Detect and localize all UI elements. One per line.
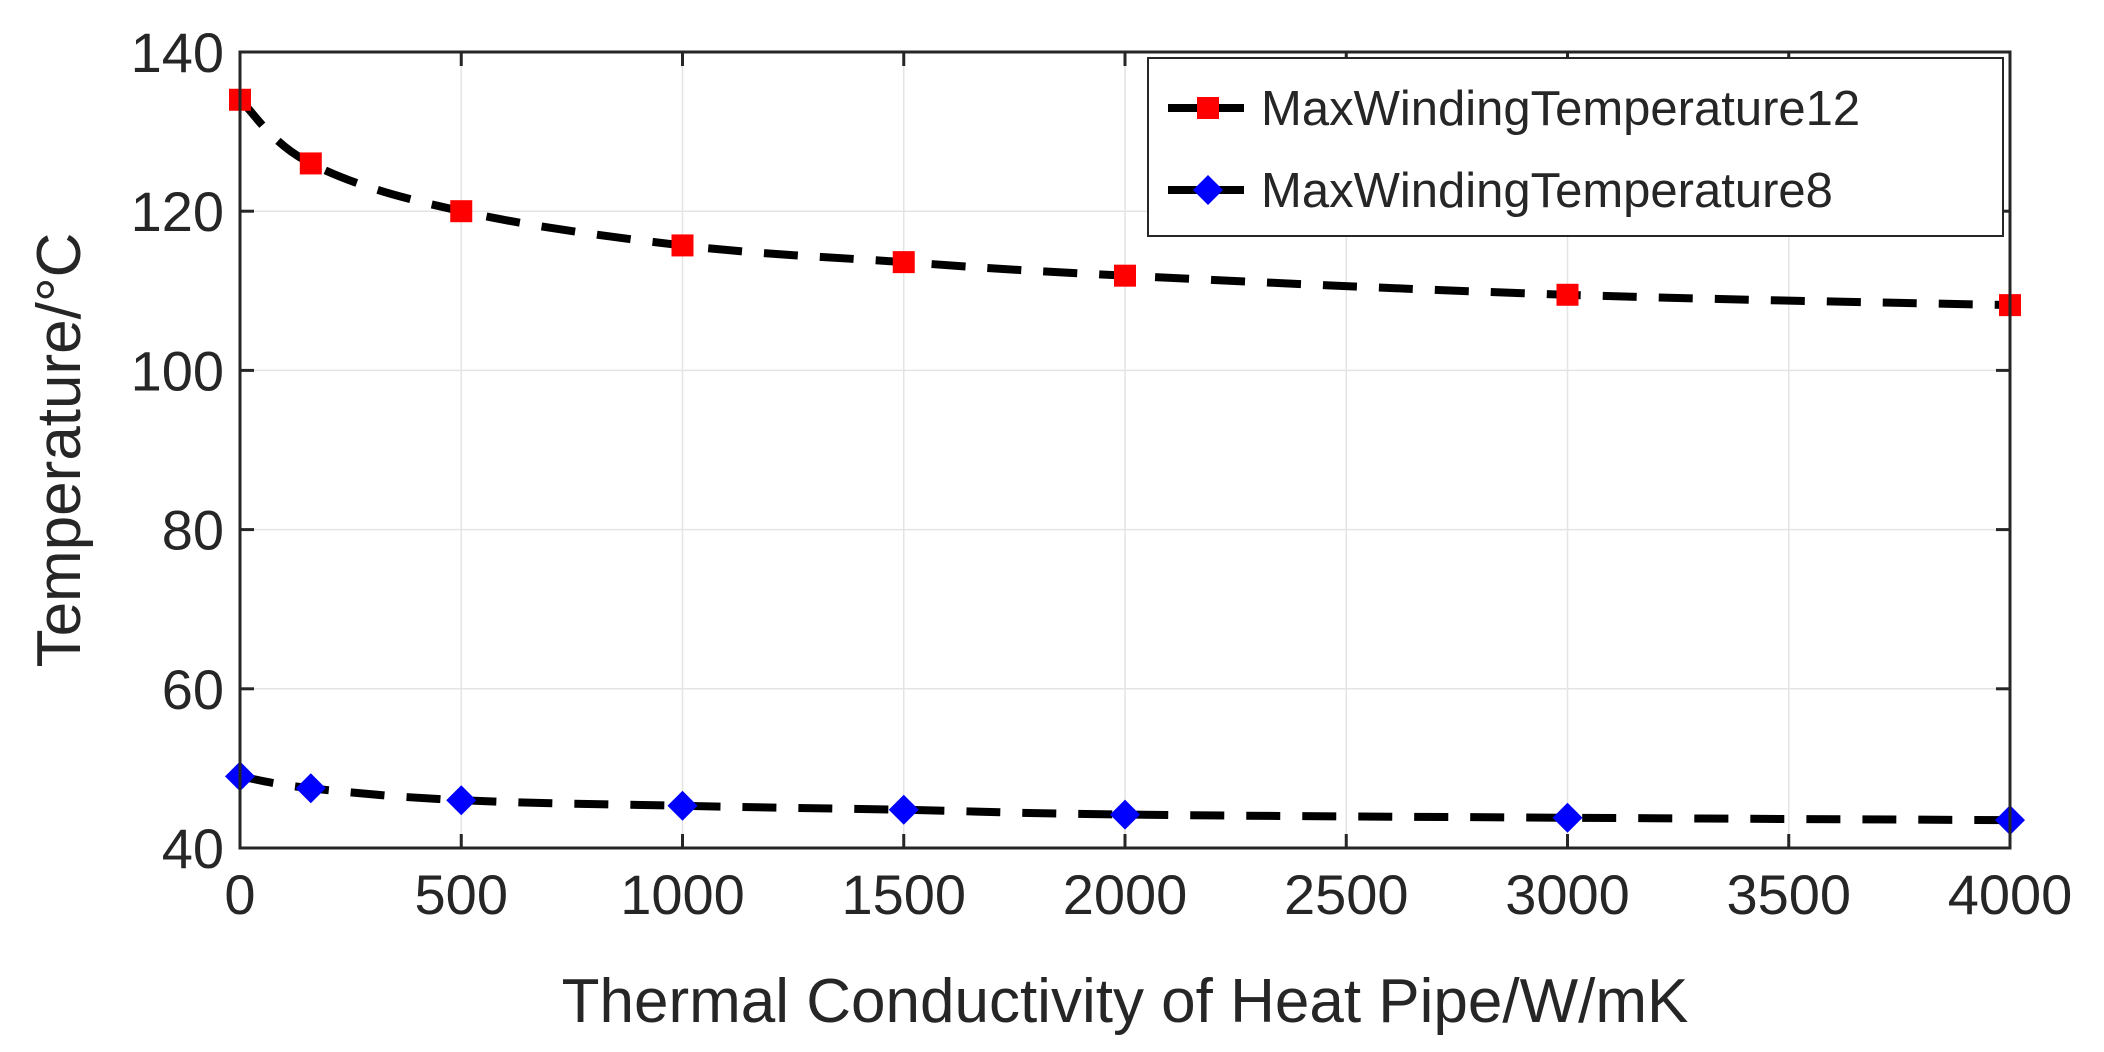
x-tick-label: 1500: [841, 863, 966, 926]
data-point-square: [892, 251, 915, 274]
y-tick-label: 140: [131, 21, 224, 84]
series-line: [237, 96, 2011, 310]
tick-labels: 0 500 1000 1500 2000 2500 3000 3500 4000 40 60 80 10…: [131, 21, 2073, 926]
y-tick-label: 60: [162, 658, 224, 721]
legend-marker-shape: [1193, 175, 1223, 205]
x-tick-label: 3500: [1726, 863, 1851, 926]
legend-entry-winding-temp-12: MaxWindingTemperature12: [1168, 82, 1860, 136]
x-tick-label: 4000: [1948, 863, 2073, 926]
y-tick-label: 40: [162, 817, 224, 880]
data-point-diamond: [1552, 802, 1583, 833]
data-point-diamond: [295, 773, 326, 804]
x-tick-label: 1000: [620, 863, 745, 926]
y-axis-title: Temperature/°C: [25, 233, 94, 668]
legend: MaxWindingTemperature12 MaxWindingTemper…: [1147, 57, 2004, 237]
x-axis-title: Thermal Conductivity of Heat Pipe/W/mK: [562, 967, 1689, 1036]
data-point-diamond: [667, 790, 698, 821]
legend-entry-winding-temp-8: MaxWindingTemperature8: [1168, 164, 1833, 218]
x-tick-label: 2000: [1063, 863, 1188, 926]
y-tick-label: 80: [162, 499, 224, 562]
y-tick-label: 100: [131, 339, 224, 402]
x-tick-label: 0: [224, 863, 255, 926]
x-tick-label: 3000: [1505, 863, 1630, 926]
legend-label: MaxWindingTemperature12: [1261, 82, 1860, 136]
data-point-square: [450, 200, 473, 223]
data-point-diamond: [446, 785, 477, 816]
data-point-diamond: [888, 794, 919, 825]
series-layer: [225, 88, 2025, 836]
x-tick-label: 500: [415, 863, 508, 926]
legend-diamond-marker: [1193, 175, 1223, 205]
legend-box: [1147, 57, 2004, 237]
data-point-square: [671, 234, 694, 257]
data-point-square: [1114, 264, 1136, 287]
data-point-square: [1556, 283, 1579, 306]
y-tick-label: 120: [131, 180, 224, 243]
series-line: [239, 772, 2011, 825]
legend-label: MaxWindingTemperature8: [1261, 164, 1833, 218]
data-point-square: [299, 152, 322, 175]
legend-square-marker: [1197, 97, 1219, 119]
data-point-diamond: [1110, 799, 1140, 830]
x-tick-label: 2500: [1284, 863, 1409, 926]
legend-marker-shape: [1197, 97, 1219, 119]
series-1: [225, 761, 2025, 836]
